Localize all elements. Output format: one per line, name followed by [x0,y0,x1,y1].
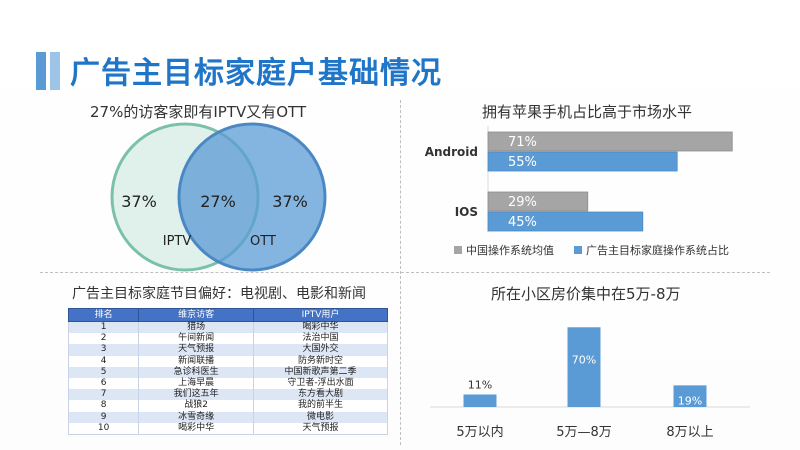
os-data-label: 29% [508,195,537,210]
os-bar-ios-market [487,191,589,212]
venn-diagram: 37% 27% 37% IPTV OTT [110,122,327,272]
os-bar-ios-target [487,211,644,232]
os-data-label: 71% [508,135,537,150]
table-cell-rank: 8 [67,400,140,412]
price-category-label-1: 5万以内 [456,424,503,440]
os-bar-android-target [487,151,678,172]
venn-circle-ott [177,122,327,272]
venn-left-label: IPTV [163,234,192,249]
price-category-label-3: 8万以上 [666,425,713,440]
table-cell-visitor: 我们这五年 [138,389,254,401]
table-row: 5 急诊科医生 中国新歌声第二季 [67,366,388,378]
table-cell-visitor: 急诊科医生 [138,366,254,378]
table-cell-visitor: 战狼2 [138,400,254,412]
table-cell-iptv: 喝彩中华 [253,321,388,334]
table-cell-iptv: 我的前半生 [253,400,388,412]
table-cell-visitor: 冰雪奇缘 [138,411,254,423]
table-header-rank: 排名 [67,308,140,322]
table-row: 3 天气预报 大国外交 [67,344,388,356]
page-title: 广告主目标家庭户基础情况 [70,56,442,91]
horizontal-divider [40,272,770,273]
table-header-visitor: 维京访客 [138,308,254,322]
title-accent-bar [36,52,46,90]
table-row: 4 新闻联播 防务新时空 [67,355,388,367]
table-cell-rank: 6 [67,377,140,390]
os-bar-chart: Android 71% 55% IOS 29% 45% 中国操作系统均值 广告主目标家庭操作系… [425,126,733,257]
venn-middle-value: 27% [200,192,236,211]
table-cell-visitor: 上海早晨 [138,377,254,390]
table-cell-iptv: 东方看大剧 [253,389,388,401]
table-row: 2 午间新闻 法治中国 [67,333,388,345]
table-row: 7 我们这五年 东方看大剧 [67,389,388,401]
os-legend-label-target: 广告主目标家庭操作系统占比 [586,243,729,257]
title-accent-bar-light [50,52,60,90]
os-bar-android-market [487,131,733,152]
table-cell-visitor: 天气预报 [138,344,254,356]
table-header-row: 排名 维京访客 IPTV用户 [67,308,388,322]
table-cell-iptv: 法治中国 [253,333,388,345]
venn-title: 27%的访客家即有IPTV又有OTT [90,103,307,121]
table-cell-rank: 4 [67,355,140,367]
os-legend-swatch-market [454,246,462,254]
table-header-iptv: IPTV用户 [253,308,388,322]
table-row: 9 冰雪奇缘 微电影 [67,411,388,423]
table-cell-visitor: 午间新闻 [138,333,254,345]
table-cell-iptv: 天气预报 [253,422,388,435]
price-bar-2 [567,327,601,407]
table-row: 8 战狼2 我的前半生 [67,400,388,412]
venn-left-value: 37% [121,192,157,211]
table-cell-rank: 10 [67,422,140,435]
table-cell-visitor: 喝彩中华 [138,422,254,435]
table-cell-rank: 5 [67,366,140,378]
table-cell-rank: 3 [67,344,140,356]
venn-right-label: OTT [250,234,276,249]
venn-right-value: 37% [272,192,308,211]
os-chart-title: 拥有苹果手机占比高于市场水平 [482,103,693,121]
os-category-label-android: Android [425,145,478,159]
table-cell-rank: 2 [67,333,140,345]
price-category-label-2: 5万—8万 [556,425,612,440]
table-cell-rank: 9 [67,411,140,423]
table-cell-visitor: 新闻联播 [138,355,254,367]
table-cell-rank: 7 [67,389,140,401]
price-data-label-1: 11% [468,378,492,391]
price-data-label-3: 19% [678,394,702,407]
table-cell-iptv: 中国新歌声第二季 [253,366,388,378]
table-row: 6 上海早晨 守卫者-浮出水面 [67,377,388,390]
price-chart-title: 所在小区房价集中在5万-8万 [491,285,681,303]
table-row: 1 猎场 喝彩中华 [67,321,388,334]
table-row: 10 喝彩中华 天气预报 [67,422,388,435]
os-data-label: 45% [508,215,537,230]
table-cell-iptv: 防务新时空 [253,355,388,367]
price-bar-chart: 11% 5万以内 70% 5万—8万 19% 8万以上 [430,327,750,440]
price-bar-3 [673,385,707,407]
table-cell-rank: 1 [67,321,140,334]
table-cell-visitor: 猎场 [138,321,254,334]
os-legend-swatch-target [574,246,582,254]
os-legend-label-market: 中国操作系统均值 [466,243,554,257]
os-category-label-ios: IOS [455,205,478,219]
price-bar-1 [463,394,497,407]
table-cell-iptv: 守卫者-浮出水面 [253,377,388,390]
os-data-label: 55% [508,155,537,170]
table-title: 广告主目标家庭节目偏好：电视剧、电影和新闻 [72,286,366,302]
table-cell-iptv: 大国外交 [253,344,388,356]
price-data-label-2: 70% [572,353,596,366]
table-cell-iptv: 微电影 [253,411,388,423]
program-preference-table: 排名 维京访客 IPTV用户 1 猎场 喝彩中华 2 午间新闻 法治中国 3 天气预报 大国外交… [67,308,388,435]
